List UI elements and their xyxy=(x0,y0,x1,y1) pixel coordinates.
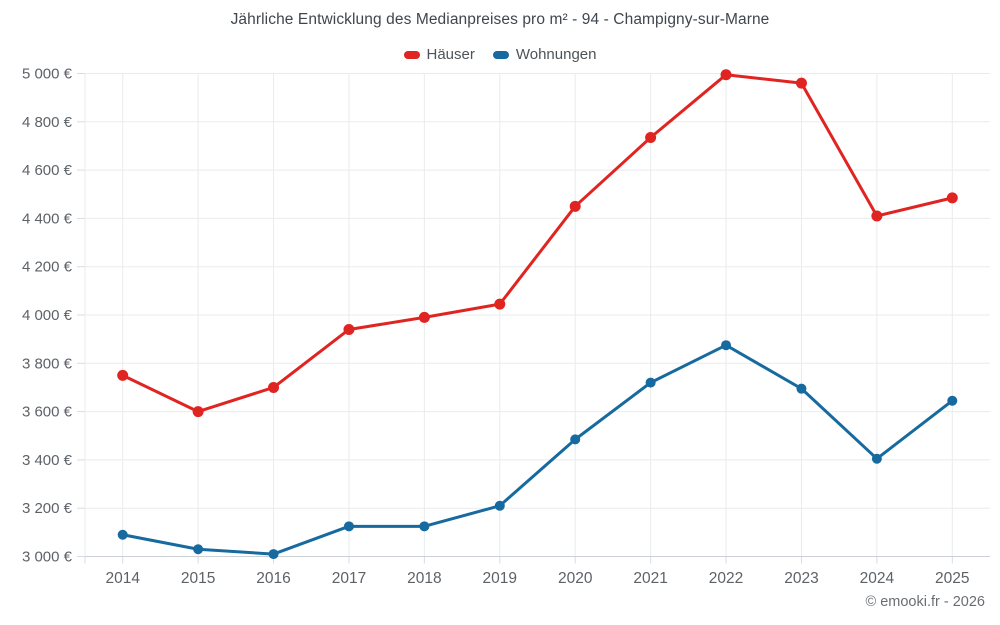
y-axis-label: 4 000 € xyxy=(22,307,73,324)
legend-swatch-icon xyxy=(492,50,509,59)
series-point-wohnungen-2023[interactable] xyxy=(796,383,807,394)
series-point-haeuser-2024[interactable] xyxy=(871,210,883,222)
legend-item-wohnungen[interactable]: Wohnungen xyxy=(492,46,597,63)
series-point-wohnungen-2021[interactable] xyxy=(645,377,656,388)
series-line-haeuser xyxy=(121,73,954,414)
watermark-credit: © emooki.fr - 2026 xyxy=(865,594,985,610)
series-point-wohnungen-2014[interactable] xyxy=(117,529,128,540)
chart-title: Jährliche Entwicklung des Medianpreises … xyxy=(230,11,770,28)
x-axis-label: 2019 xyxy=(483,570,517,587)
series-point-haeuser-2019[interactable] xyxy=(494,298,506,310)
series-point-wohnungen-2022[interactable] xyxy=(721,340,732,351)
series-point-haeuser-2022[interactable] xyxy=(720,69,732,81)
y-axis-label: 4 200 € xyxy=(22,259,73,276)
x-axis-label: 2016 xyxy=(256,570,290,587)
series-point-haeuser-2018[interactable] xyxy=(418,311,430,323)
series-point-haeuser-2016[interactable] xyxy=(268,381,280,393)
x-axis-label: 2025 xyxy=(935,570,969,587)
series-point-wohnungen-2025[interactable] xyxy=(947,395,958,406)
series-point-haeuser-2017[interactable] xyxy=(343,323,355,335)
y-axis-label: 5 000 € xyxy=(22,66,73,83)
series-point-wohnungen-2015[interactable] xyxy=(193,544,204,555)
series-point-haeuser-2021[interactable] xyxy=(645,131,657,143)
series-point-wohnungen-2024[interactable] xyxy=(871,453,882,464)
y-axis-label: 3 600 € xyxy=(22,404,73,421)
series-point-wohnungen-2018[interactable] xyxy=(419,521,430,532)
x-axis-label: 2024 xyxy=(860,570,895,587)
series-point-haeuser-2025[interactable] xyxy=(946,192,958,204)
legend-item-haeuser[interactable]: Häuser xyxy=(403,46,475,63)
y-axis-label: 4 400 € xyxy=(22,210,73,227)
series-point-haeuser-2014[interactable] xyxy=(117,369,129,381)
y-axis-label: 3 400 € xyxy=(22,452,73,469)
x-axis-label: 2018 xyxy=(407,570,441,587)
series-point-haeuser-2015[interactable] xyxy=(192,406,204,418)
y-axis-label: 4 800 € xyxy=(22,114,73,131)
legend-label: Wohnungen xyxy=(515,46,597,63)
x-axis-label: 2014 xyxy=(105,570,140,587)
y-axis-label: 3 000 € xyxy=(22,549,73,566)
x-axis-label: 2020 xyxy=(558,570,593,587)
x-axis-label: 2023 xyxy=(784,570,818,587)
y-axis-label: 3 800 € xyxy=(22,355,73,372)
series-point-wohnungen-2019[interactable] xyxy=(494,500,505,511)
series-point-haeuser-2020[interactable] xyxy=(569,200,581,212)
x-axis-label: 2021 xyxy=(633,570,667,587)
x-axis-label: 2017 xyxy=(332,570,366,587)
y-axis-label: 4 600 € xyxy=(22,162,73,179)
legend-swatch-icon xyxy=(403,50,420,59)
chart-legend: Häuser Wohnungen xyxy=(0,46,1000,63)
x-axis-label: 2022 xyxy=(709,570,743,587)
series-point-haeuser-2023[interactable] xyxy=(795,77,807,89)
x-axis-label: 2015 xyxy=(181,570,215,587)
series-line-wohnungen xyxy=(121,343,954,556)
y-axis-label: 3 200 € xyxy=(22,500,73,517)
series-point-wohnungen-2017[interactable] xyxy=(343,521,354,532)
legend-label: Häuser xyxy=(426,46,475,63)
series-point-wohnungen-2016[interactable] xyxy=(268,549,279,560)
series-point-wohnungen-2020[interactable] xyxy=(570,434,581,445)
